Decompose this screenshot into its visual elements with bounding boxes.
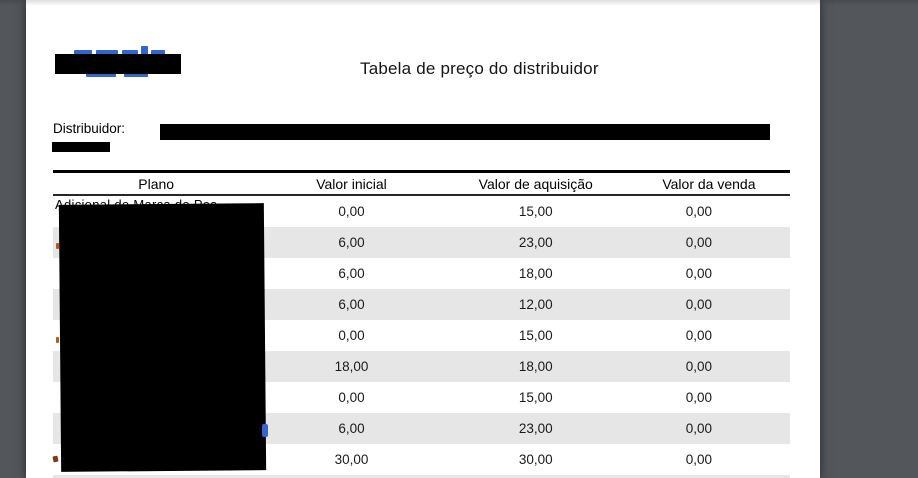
redaction-edge-text-fragment — [52, 455, 59, 463]
logo-fragment — [96, 50, 118, 55]
cell-valor-aquisicao: 15,00 — [518, 204, 553, 219]
logo-redaction-box — [55, 54, 181, 74]
redaction-edge-text-fragment — [56, 243, 59, 249]
redaction-edge-text-fragment — [56, 337, 59, 343]
cell-valor-inicial: 0,00 — [338, 390, 365, 405]
cell-valor-venda: 0,00 — [685, 421, 713, 436]
cell-valor-venda: 0,00 — [685, 204, 713, 219]
cell-valor-aquisicao: 15,00 — [518, 328, 553, 343]
page-title: Tabela de preço do distribuidor — [360, 59, 599, 78]
table-row: 6,00 18,00 0,00 — [53, 258, 790, 289]
column-header-valor-aquisicao: Valor de aquisição — [478, 175, 593, 192]
logo-fragment — [86, 72, 116, 77]
cell-valor-inicial: 0,00 — [338, 204, 365, 219]
plano-column-redaction-box — [58, 203, 267, 472]
cell-valor-inicial: 30,00 — [334, 452, 369, 467]
logo-fragment — [74, 50, 92, 55]
document-page: Tabela de preço do distribuidor Distribu… — [26, 0, 820, 478]
cell-valor-aquisicao: 30,00 — [518, 452, 553, 467]
cell-valor-venda: 0,00 — [685, 235, 713, 250]
redaction-edge-blue-fragment — [262, 424, 268, 437]
cell-valor-venda: 0,00 — [685, 390, 713, 405]
cell-valor-venda: 0,00 — [685, 452, 713, 467]
logo-fragment — [141, 46, 148, 56]
table-header-row: Plano Valor inicial Valor de aquisição V… — [53, 170, 790, 196]
column-header-valor-venda: Valor da venda — [662, 175, 756, 192]
distributor-value-redaction-bar — [160, 124, 770, 140]
logo-fragment — [122, 50, 138, 55]
cell-valor-venda: 0,00 — [685, 266, 713, 281]
cell-valor-aquisicao: 23,00 — [518, 235, 553, 250]
distributor-secondary-redaction — [52, 142, 110, 152]
logo-fragment — [151, 50, 165, 55]
cell-valor-inicial: 0,00 — [338, 328, 365, 343]
logo-fragment — [124, 72, 148, 77]
column-header-valor-inicial: Valor inicial — [316, 175, 387, 192]
table-row: 30,00 30,00 0,00 — [53, 444, 790, 475]
cell-valor-aquisicao: 23,00 — [518, 421, 553, 436]
distributor-label: Distribuidor: — [53, 121, 126, 136]
next-row-stripe — [53, 475, 790, 478]
cell-valor-inicial: 6,00 — [338, 235, 365, 250]
cell-valor-venda: 0,00 — [685, 359, 713, 374]
cell-valor-inicial: 6,00 — [338, 266, 365, 281]
cell-valor-inicial: 6,00 — [338, 421, 365, 436]
table-row: 0,00 15,00 0,00 — [53, 320, 790, 351]
cell-valor-aquisicao: 12,00 — [518, 297, 553, 312]
cell-valor-aquisicao: 18,00 — [518, 266, 553, 281]
table-row: 0,00 15,00 0,00 — [53, 382, 790, 413]
cell-valor-aquisicao: 15,00 — [518, 390, 553, 405]
table-row: 0,00 15,00 0,00 — [53, 196, 790, 227]
cell-valor-venda: 0,00 — [685, 328, 713, 343]
cell-valor-venda: 0,00 — [685, 297, 713, 312]
cell-valor-aquisicao: 18,00 — [518, 359, 553, 374]
cell-valor-inicial: 6,00 — [338, 297, 365, 312]
column-header-plano: Plano — [138, 175, 175, 192]
cell-valor-inicial: 18,00 — [334, 359, 369, 374]
